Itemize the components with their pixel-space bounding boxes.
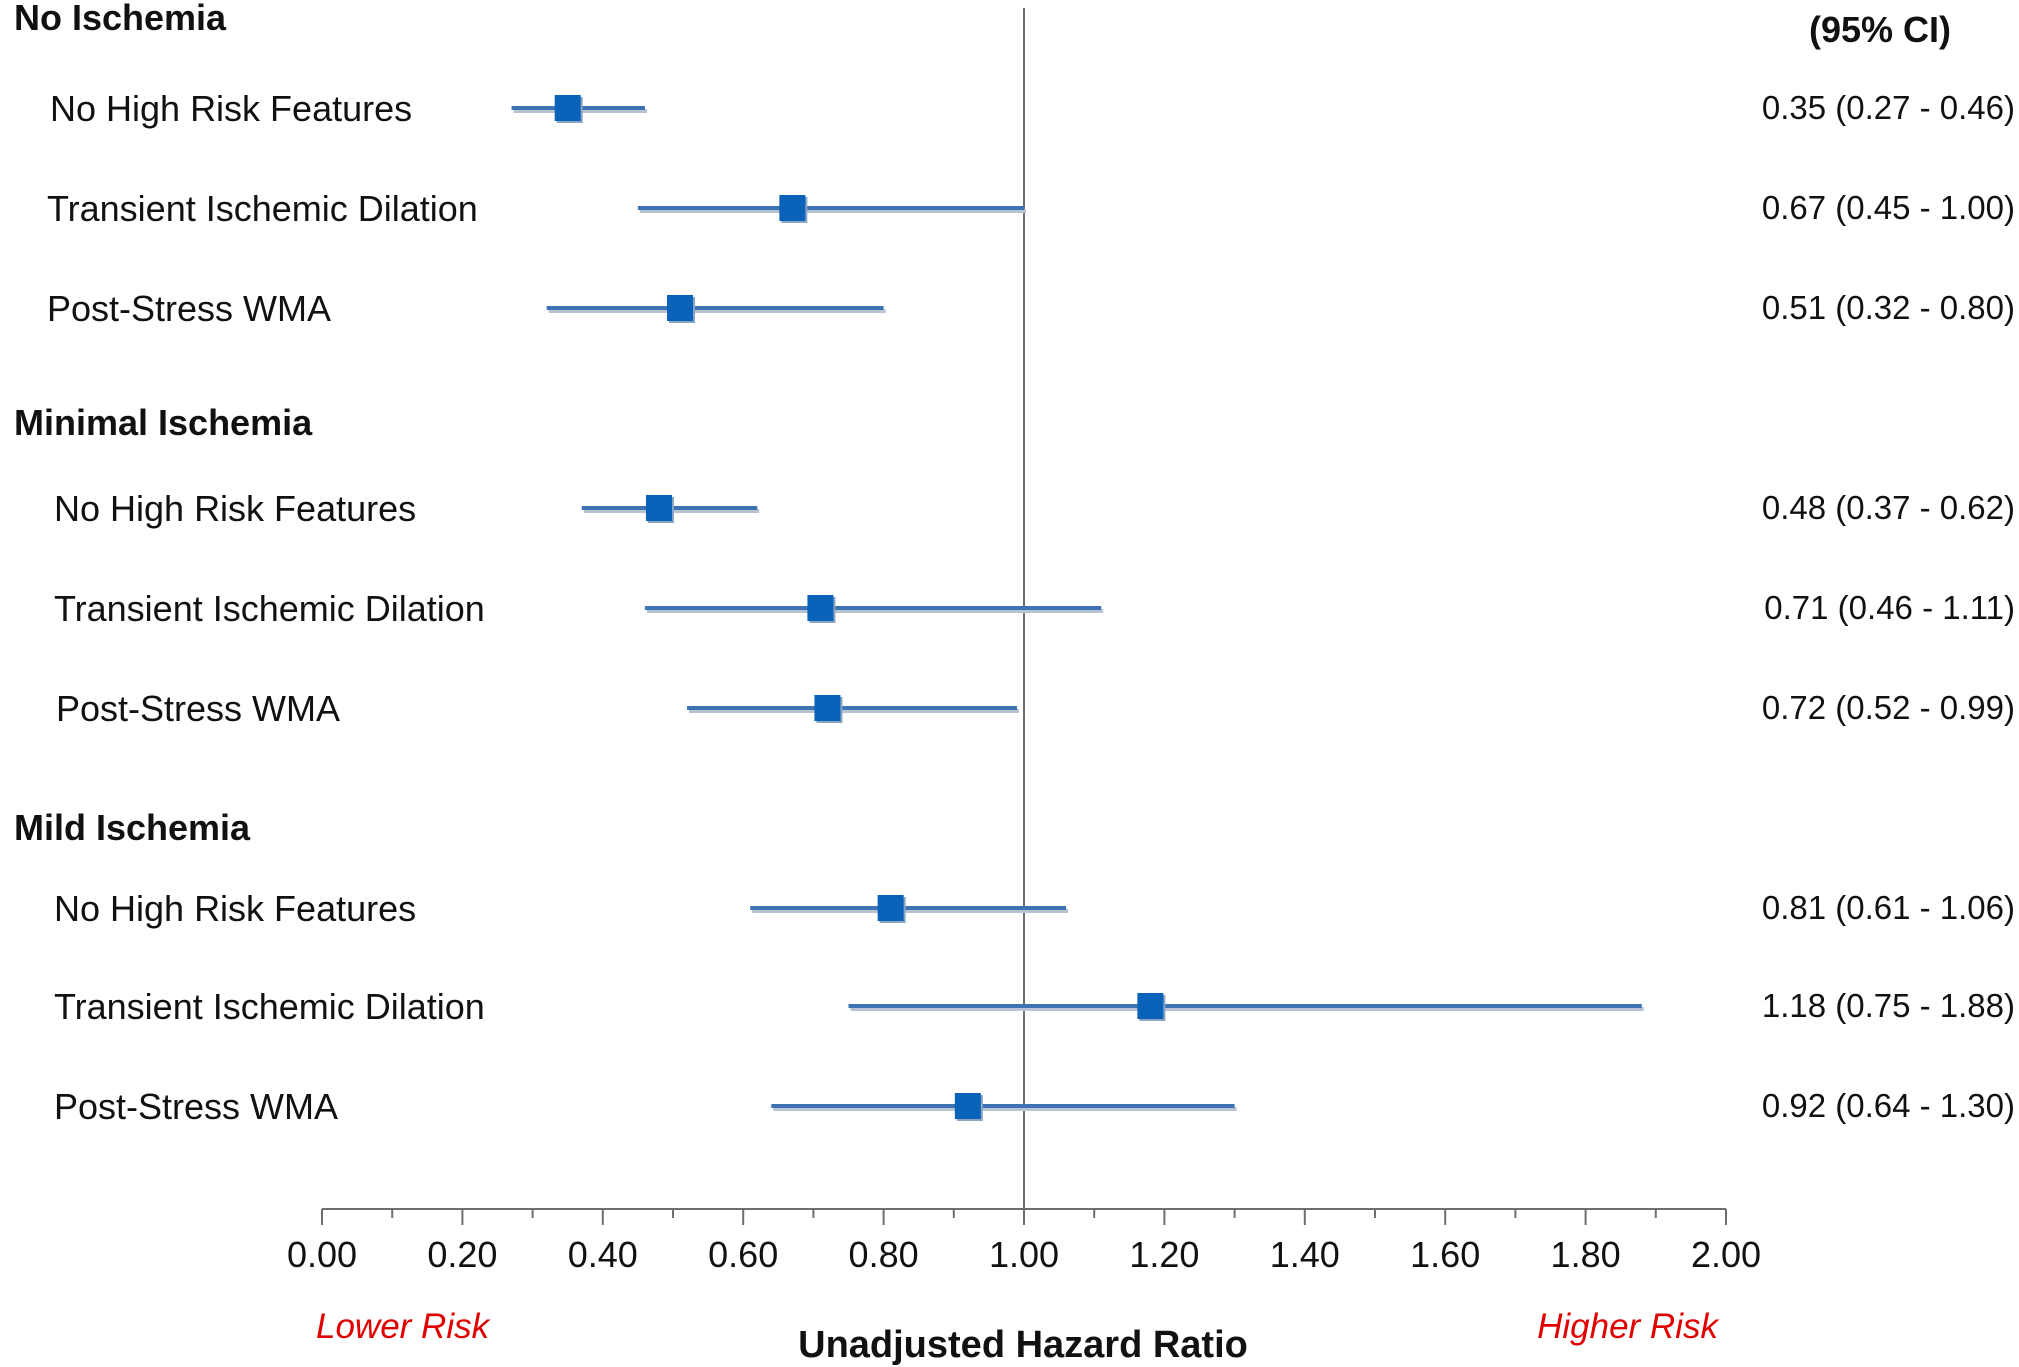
x-tick-label: 0.00 [287, 1234, 357, 1275]
hazard-ratio-marker [554, 95, 581, 121]
rows-layer: No Ischemia No High Risk Features 0.35 (0.… [14, 0, 2015, 1209]
higher-risk-label: Higher Risk [1537, 1307, 1719, 1346]
x-axis: 0.00 0.20 0.40 0.60 0.80 1.00 1.20 1.40 1.60 1.80… [287, 1208, 1761, 1275]
hazard-ratio-marker [954, 1093, 981, 1119]
hazard-ratio-marker [645, 495, 672, 521]
ci-value: 0.35 (0.27 - 0.46) [1762, 89, 2015, 126]
x-tick-label: 2.00 [1691, 1234, 1761, 1275]
row-label: Transient Ischemic Dilation [47, 188, 478, 229]
ci-value: 0.51 (0.32 - 0.80) [1762, 289, 2015, 326]
ci-value: 0.92 (0.64 - 1.30) [1762, 1087, 2015, 1124]
group-title: Minimal Ischemia [14, 402, 313, 443]
row-label: No High Risk Features [50, 88, 412, 129]
ci-column-header: (95% CI) [1809, 9, 1951, 50]
lower-risk-label: Lower Risk [316, 1307, 491, 1346]
ci-value: 0.72 (0.52 - 0.99) [1762, 689, 2015, 726]
row-label: No High Risk Features [54, 888, 416, 929]
x-tick-label: 1.80 [1551, 1234, 1621, 1275]
hazard-ratio-marker [877, 895, 904, 921]
x-tick-label: 0.20 [427, 1234, 497, 1275]
x-tick-label: 0.80 [849, 1234, 919, 1275]
group-title: Mild Ischemia [14, 807, 251, 848]
hazard-ratio-marker [779, 195, 806, 221]
row-label: No High Risk Features [54, 488, 416, 529]
ci-value: 0.48 (0.37 - 0.62) [1762, 489, 2015, 526]
ci-value: 0.67 (0.45 - 1.00) [1762, 189, 2015, 226]
ci-value: 0.81 (0.61 - 1.06) [1762, 889, 2015, 926]
x-tick-label: 0.60 [708, 1234, 778, 1275]
group-title: No Ischemia [14, 0, 227, 38]
row-label: Post-Stress WMA [54, 1086, 338, 1127]
x-axis-title: Unadjusted Hazard Ratio [798, 1324, 1248, 1366]
x-tick-label: 1.60 [1410, 1234, 1480, 1275]
hazard-ratio-marker [814, 695, 841, 721]
row-label: Post-Stress WMA [47, 288, 331, 329]
row-label: Transient Ischemic Dilation [54, 588, 485, 629]
x-tick-label: 1.20 [1129, 1234, 1199, 1275]
x-tick-label: 1.00 [989, 1234, 1059, 1275]
hazard-ratio-marker [667, 295, 694, 321]
hazard-ratio-marker [807, 595, 834, 621]
ci-value: 0.71 (0.46 - 1.11) [1764, 589, 2015, 626]
hazard-ratio-marker [1137, 993, 1164, 1019]
row-label: Transient Ischemic Dilation [54, 986, 485, 1027]
x-tick-label: 0.40 [568, 1234, 638, 1275]
ci-value: 1.18 (0.75 - 1.88) [1762, 987, 2015, 1024]
row-label: Post-Stress WMA [56, 688, 340, 729]
x-tick-label: 1.40 [1270, 1234, 1340, 1275]
